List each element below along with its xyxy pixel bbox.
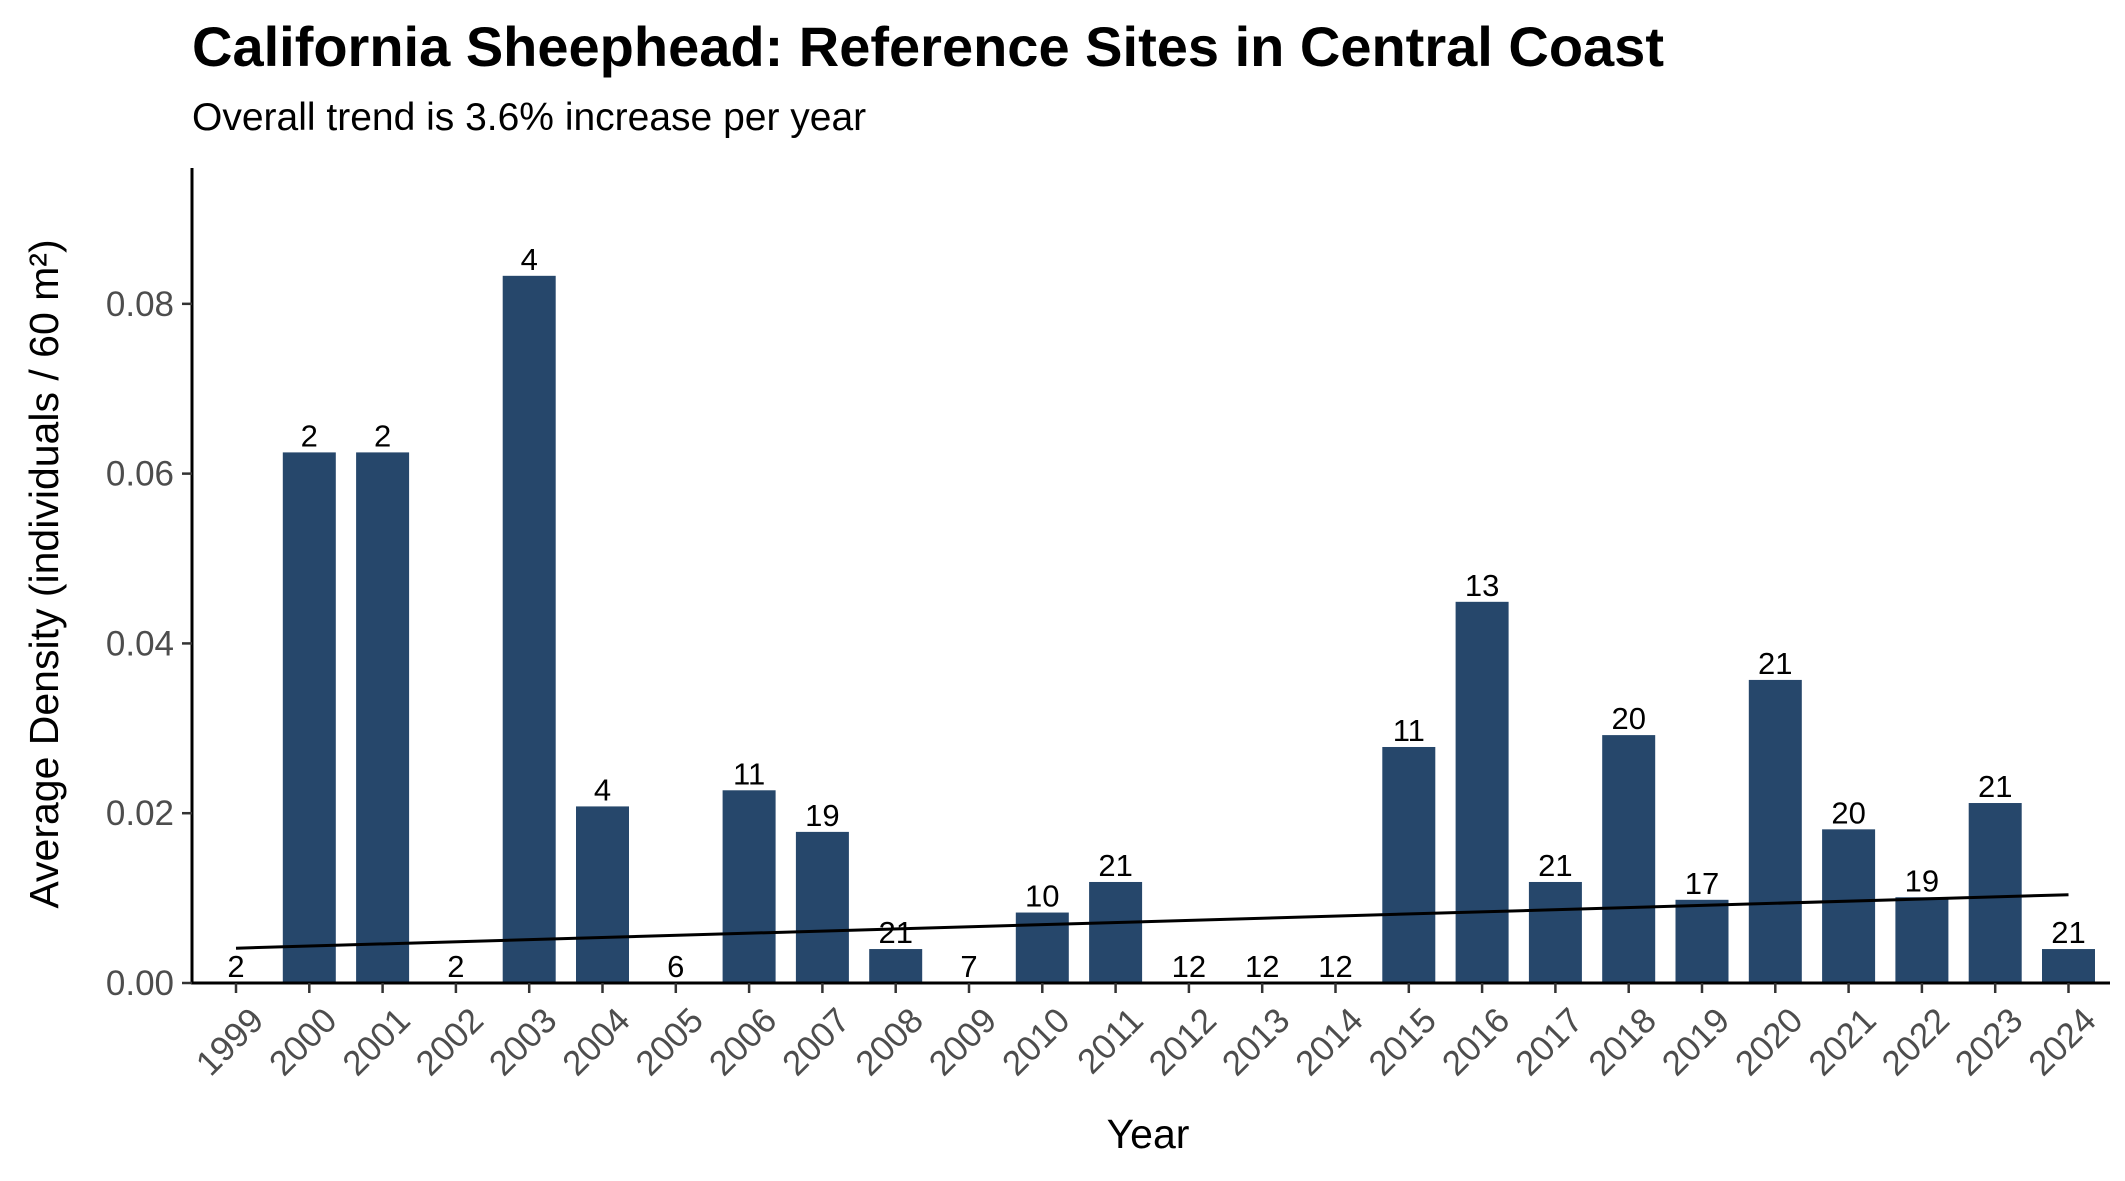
bar-label-2012: 12 (1172, 949, 1206, 984)
bar-2004 (576, 806, 629, 983)
bar-label-2001: 2 (374, 418, 391, 453)
x-tick-label: 2022 (1874, 1001, 1957, 1084)
x-tick-label: 2020 (1728, 1001, 1811, 1084)
y-tick-label: 0.04 (106, 624, 174, 663)
bar-label-2011: 21 (1098, 848, 1132, 883)
x-tick-label: 2018 (1581, 1001, 1664, 1084)
bar-2003 (502, 275, 556, 983)
bar-2015 (1382, 746, 1436, 983)
x-tick-label: 2005 (628, 1001, 711, 1084)
bar-labels-layer: 2 2 2 2 4 4 6 11 19 21 7 10 21 12 12 12 11 13 21 20 17 21 20 19… (227, 242, 2085, 984)
bar-label-2005: 6 (667, 949, 684, 984)
bar-label-1999: 2 (227, 949, 244, 984)
x-tick-label: 2015 (1361, 1001, 1444, 1084)
bar-label-2006: 11 (733, 756, 765, 791)
bar-2021 (1822, 829, 1876, 983)
x-tick-label: 2016 (1435, 1001, 1518, 1084)
chart-title: California Sheephead: Reference Sites in… (192, 15, 1664, 78)
x-tick-label: 2024 (2021, 1001, 2104, 1084)
x-tick-label: 2012 (1141, 1001, 1224, 1084)
bar-label-2014: 12 (1318, 949, 1352, 984)
x-tick-label: 2003 (482, 1001, 565, 1084)
y-tick-label: 0.06 (106, 455, 174, 494)
x-tick-label: 2000 (262, 1001, 345, 1084)
bar-label-2009: 7 (960, 949, 977, 984)
x-tick-label: 2021 (1801, 1001, 1884, 1084)
bar-2000 (282, 452, 336, 984)
chart-subtitle: Overall trend is 3.6% increase per year (192, 96, 867, 139)
x-tick-label: 2001 (335, 1001, 418, 1084)
bar-2017 (1528, 881, 1582, 983)
bar-label-2004: 4 (594, 772, 611, 807)
x-tick-label: 2009 (922, 1001, 1005, 1084)
bar-2019 (1675, 899, 1729, 983)
x-tick-label: 1999 (189, 1001, 272, 1084)
bar-label-2016: 13 (1465, 568, 1499, 603)
bar-label-2024: 21 (2051, 915, 2085, 950)
bar-label-2019: 17 (1685, 866, 1719, 901)
bar-label-2002: 2 (447, 949, 464, 984)
y-axis-title: Average Density (individuals / 60 m²) (21, 239, 67, 908)
bar-label-2003: 4 (521, 242, 538, 277)
bar-2001 (356, 452, 410, 984)
bar-2018 (1602, 735, 1656, 983)
x-tick-label: 2007 (775, 1001, 858, 1084)
bar-2006 (722, 790, 776, 983)
y-tick-label: 0.02 (106, 794, 174, 833)
bar-label-2015: 11 (1393, 713, 1425, 748)
bars-layer (282, 275, 2095, 984)
bar-label-2023: 21 (1978, 769, 2012, 804)
x-tick-label: 2013 (1215, 1001, 1298, 1084)
y-tick-label: 0.08 (106, 285, 174, 324)
x-tick-label: 2004 (555, 1001, 638, 1084)
bar-2016 (1455, 601, 1509, 983)
x-axis-title: Year (1107, 1111, 1190, 1157)
x-tick-label: 2008 (848, 1001, 931, 1084)
bar-2008 (869, 949, 923, 983)
bar-2011 (1089, 881, 1143, 983)
bar-label-2021: 20 (1831, 795, 1865, 830)
bar-2020 (1748, 679, 1802, 983)
bar-label-2007: 19 (805, 798, 839, 833)
bar-label-2008: 21 (878, 915, 912, 950)
bar-label-2010: 10 (1025, 879, 1059, 914)
bar-label-2020: 21 (1758, 646, 1792, 681)
x-tick-label: 2014 (1288, 1001, 1371, 1084)
x-tick-label: 2019 (1655, 1001, 1738, 1084)
trend-line (235, 893, 2069, 950)
x-tick-label: 2017 (1508, 1001, 1591, 1084)
bar-label-2013: 12 (1245, 949, 1279, 984)
x-tick-label: 2023 (1948, 1001, 2031, 1084)
x-tick-label: 2011 (1070, 1001, 1151, 1082)
x-tick-label: 2010 (995, 1001, 1078, 1084)
bar-label-2022: 19 (1905, 863, 1939, 898)
bar-2024 (2042, 949, 2095, 983)
bar-label-2000: 2 (301, 418, 318, 453)
bar-label-2018: 20 (1611, 701, 1645, 736)
x-tick-label: 2006 (702, 1001, 785, 1084)
y-ticks-layer: 0.00 0.02 0.04 0.06 0.08 (106, 285, 192, 1003)
bar-2007 (795, 831, 849, 983)
bar-2022 (1895, 897, 1949, 983)
y-tick-label: 0.00 (106, 964, 174, 1003)
x-ticks-layer: 1999200020012002200320042005200620072008… (189, 983, 2104, 1083)
x-tick-label: 2002 (408, 1001, 491, 1084)
bar-label-2017: 21 (1538, 848, 1572, 883)
bar-2023 (1968, 803, 2022, 983)
